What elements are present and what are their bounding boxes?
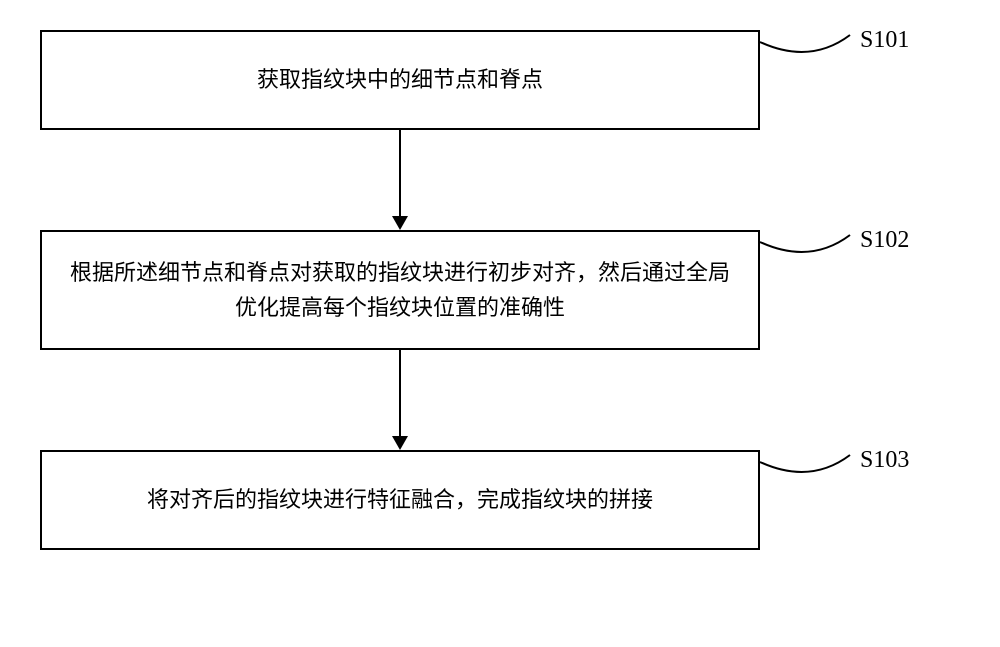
step-label-s103: S103 [860,447,909,474]
step-box-s103: 将对齐后的指纹块进行特征融合，完成指纹块的拼接 [40,450,760,550]
arrow-head-1 [392,216,408,230]
flowchart-container: 获取指纹块中的细节点和脊点 S101 根据所述细节点和脊点对获取的指纹块进行初步… [40,30,960,617]
curve-s101 [760,25,860,65]
arrow-line-2 [399,350,401,436]
curve-s102 [760,225,860,265]
step-label-s101: S101 [860,27,909,54]
arrow-head-2 [392,436,408,450]
step-text-s103: 将对齐后的指纹块进行特征融合，完成指纹块的拼接 [147,482,653,517]
arrow-line-1 [399,130,401,216]
step-text-s101: 获取指纹块中的细节点和脊点 [257,62,543,97]
step-box-s102: 根据所述细节点和脊点对获取的指纹块进行初步对齐，然后通过全局优化提高每个指纹块位… [40,230,760,350]
curve-s103 [760,445,860,485]
step-text-s102: 根据所述细节点和脊点对获取的指纹块进行初步对齐，然后通过全局优化提高每个指纹块位… [62,255,738,325]
step-label-s102: S102 [860,227,909,254]
step-box-s101: 获取指纹块中的细节点和脊点 [40,30,760,130]
